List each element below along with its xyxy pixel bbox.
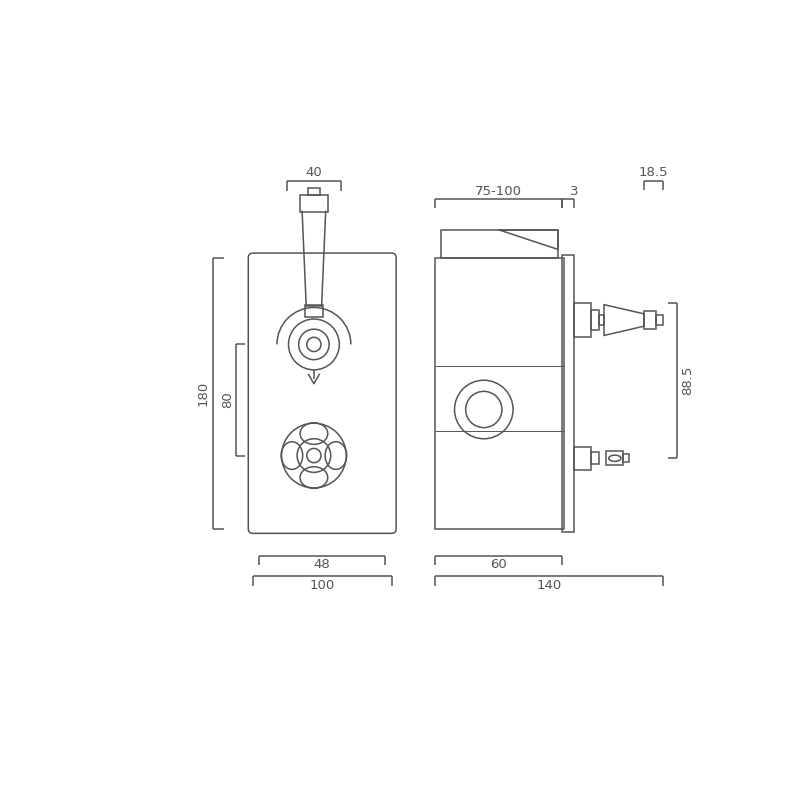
Text: 48: 48 — [314, 558, 330, 571]
Bar — [623, 454, 630, 462]
Bar — [606, 451, 623, 465]
Bar — [562, 254, 574, 532]
Bar — [441, 230, 558, 258]
Bar — [591, 310, 598, 330]
Bar — [305, 305, 323, 318]
Text: 3: 3 — [570, 185, 578, 198]
Bar — [574, 446, 591, 470]
Text: 40: 40 — [306, 166, 322, 179]
Bar — [644, 310, 656, 330]
Bar — [598, 314, 604, 326]
Bar — [434, 258, 564, 529]
Bar — [574, 303, 591, 337]
Bar — [591, 452, 598, 465]
Bar — [308, 188, 320, 194]
Text: 180: 180 — [196, 381, 210, 406]
Text: 140: 140 — [536, 579, 562, 592]
Text: 80: 80 — [221, 392, 234, 408]
Text: 100: 100 — [310, 579, 335, 592]
Text: 75-100: 75-100 — [474, 185, 522, 198]
Text: 60: 60 — [490, 558, 506, 571]
Bar — [300, 194, 328, 211]
Text: 18.5: 18.5 — [639, 166, 669, 179]
Bar — [656, 314, 663, 326]
Text: 88.5: 88.5 — [682, 366, 694, 395]
